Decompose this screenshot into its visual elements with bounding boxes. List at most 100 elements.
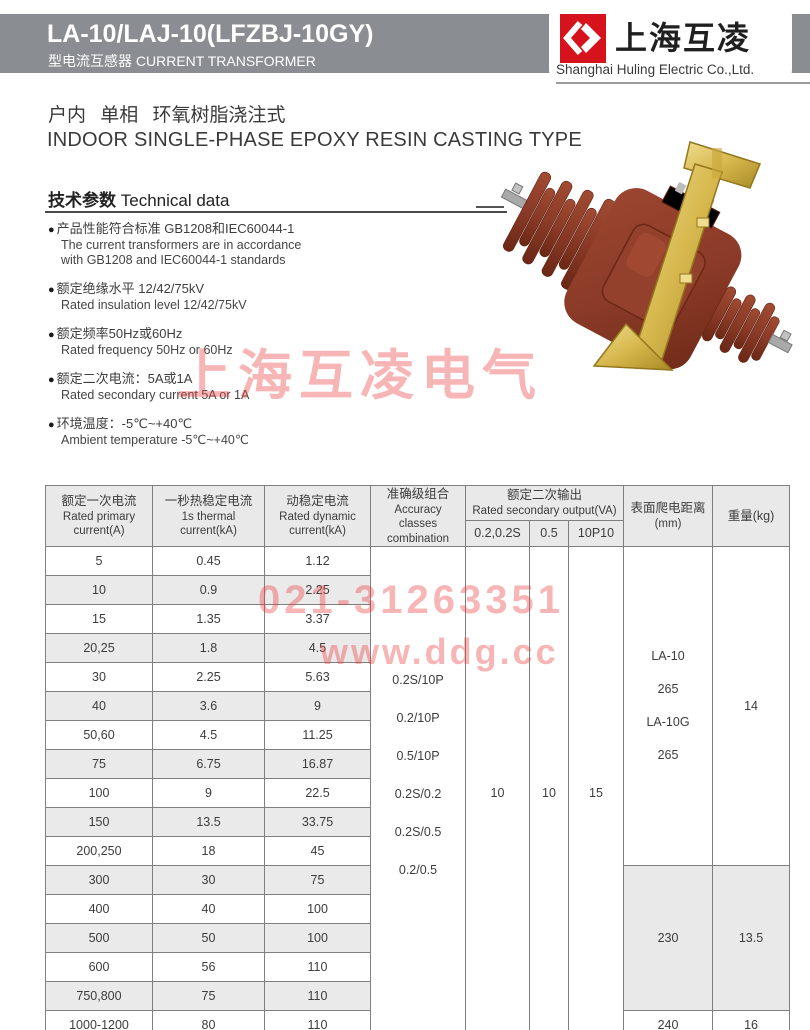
- table-row: 75 6.75 16.87: [45, 749, 790, 779]
- cell-dynamic-current: 9: [264, 691, 371, 721]
- cell-dynamic-current: 100: [264, 894, 371, 924]
- header-divider: [556, 82, 810, 84]
- col-header-weight: 重量(kg): [712, 485, 791, 547]
- company-name: Shanghai Huling Electric Co.,Ltd.: [556, 62, 755, 77]
- cell-thermal-current: 80: [152, 1010, 265, 1030]
- cell-thermal-current: 56: [152, 952, 265, 982]
- cell-dynamic-current: 75: [264, 865, 371, 895]
- spec-bullet-en: Rated insulation level 12/42/75kV: [61, 298, 247, 312]
- company-logo-icon: [560, 14, 606, 63]
- table-row: 750,800 75 110: [45, 981, 790, 1011]
- table-row: 30 2.25 5.63: [45, 662, 790, 692]
- cell-thermal-current: 0.45: [152, 546, 265, 576]
- section-heading-cn: 技术参数: [48, 191, 116, 210]
- table-row: 5 0.45 1.12 0.2S/10P 0.2/10P 0.5/10P 0.2S/0.2 0…: [45, 546, 791, 1030]
- spec-bullet-en: Rated frequency 50Hz or 60Hz: [61, 343, 233, 357]
- cell-dynamic-current: 110: [264, 1010, 371, 1030]
- section-heading-en: Technical data: [120, 191, 230, 210]
- table-row: 1000-1200 80 110 240 16: [45, 1010, 791, 1030]
- logo-plate: 上海互凌 Shanghai Huling Electric Co.,Ltd.: [549, 4, 792, 82]
- cell-creepage-distance: 230: [623, 865, 714, 1011]
- cell-primary-current: 1000-1200: [45, 1010, 153, 1030]
- cell-primary-current: 5: [45, 546, 153, 576]
- col-header-output-0.5: 0.5: [529, 519, 569, 548]
- cell-primary-current: 10: [45, 575, 153, 605]
- page-title: LA-10/LAJ-10(LFZBJ-10GY): [47, 20, 374, 48]
- cell-thermal-current: 6.75: [152, 749, 265, 779]
- cell-primary-current: 50,60: [45, 720, 153, 750]
- col-header-creepage: 表面爬电距离 (mm): [623, 485, 714, 547]
- product-type-cn: 户内 单相 环氧树脂浇注式: [48, 105, 286, 126]
- cell-thermal-current: 18: [152, 836, 265, 866]
- cell-accuracy-classes: 0.2S/10P 0.2/10P 0.5/10P 0.2S/0.2 0.2S/0.5 0.…: [370, 546, 466, 1030]
- page-subtitle: 型电流互感器 CURRENT TRANSFORMER: [48, 53, 316, 69]
- table-row: 200,250 18 45: [45, 836, 790, 866]
- cell-dynamic-current: 22.5: [264, 778, 371, 808]
- section-underline: [45, 211, 507, 213]
- cell-weight: 14: [712, 546, 791, 866]
- cell-primary-current: 600: [45, 952, 153, 982]
- spec-bullet-cn: 额定二次电流：5A或1A: [48, 371, 493, 388]
- cell-creepage-distance: 240: [623, 1010, 714, 1030]
- cell-output-10P10: 15: [567, 546, 625, 1030]
- col-header-output-10P10: 10P10: [567, 519, 625, 548]
- table-row: 15 1.35 3.37: [45, 604, 790, 634]
- spec-bullet-cn: 产品性能符合标准 GB1208和IEC60044-1: [48, 221, 493, 238]
- cell-dynamic-current: 110: [264, 952, 371, 982]
- cell-dynamic-current: 11.25: [264, 720, 371, 750]
- brand-name: 上海互凌: [615, 20, 752, 56]
- cell-primary-current: 40: [45, 691, 153, 721]
- cell-thermal-current: 0.9: [152, 575, 265, 605]
- product-photo: [476, 126, 810, 426]
- cell-thermal-current: 2.25: [152, 662, 265, 692]
- cell-primary-current: 750,800: [45, 981, 153, 1011]
- col-header-thermal-current: 一秒热稳定电流 1s thermal current(kA): [152, 485, 265, 547]
- cell-primary-current: 20,25: [45, 633, 153, 663]
- spec-bullet-cn: 额定频率50Hz或60Hz: [48, 326, 493, 343]
- cell-dynamic-current: 1.12: [264, 546, 371, 576]
- cell-primary-current: 500: [45, 923, 153, 953]
- cell-thermal-current: 1.8: [152, 633, 265, 663]
- cell-primary-current: 15: [45, 604, 153, 634]
- section-heading: 技术参数 Technical data: [48, 186, 229, 211]
- cell-dynamic-current: 33.75: [264, 807, 371, 837]
- cell-thermal-current: 30: [152, 865, 265, 895]
- col-header-accuracy-classes: 准确级组合 Accuracy classes combination: [370, 485, 466, 547]
- cell-weight: 16: [712, 1010, 791, 1030]
- cell-output-0.2,0.2S: 10: [465, 546, 530, 1030]
- table-row: 50,60 4.5 11.25: [45, 720, 790, 750]
- table-row: 600 56 110: [45, 952, 790, 982]
- cell-primary-current: 100: [45, 778, 153, 808]
- cell-primary-current: 150: [45, 807, 153, 837]
- cell-weight: 13.5: [712, 865, 791, 1011]
- technical-data-table: 额定一次电流 Rated primary current(A) 一秒热稳定电流 …: [45, 485, 791, 1030]
- cell-primary-current: 75: [45, 749, 153, 779]
- cell-thermal-current: 40: [152, 894, 265, 924]
- cell-dynamic-current: 45: [264, 836, 371, 866]
- col-header-secondary-output: 额定二次输出 Rated secondary output(VA): [464, 485, 625, 521]
- cell-primary-current: 400: [45, 894, 153, 924]
- cell-dynamic-current: 3.37: [264, 604, 371, 634]
- product-type-en: INDOOR SINGLE-PHASE EPOXY RESIN CASTING …: [47, 129, 582, 151]
- cell-dynamic-current: 100: [264, 923, 371, 953]
- spec-bullet-en: Rated secondary current 5A or 1A: [61, 388, 250, 402]
- col-header-output-0.2-0.2S: 0.2,0.2S: [465, 519, 530, 548]
- cell-thermal-current: 50: [152, 923, 265, 953]
- cell-dynamic-current: 16.87: [264, 749, 371, 779]
- spec-bullet-cn: 环境温度：-5℃~+40℃: [48, 416, 493, 433]
- col-header-dynamic-current: 动稳定电流 Rated dynamic current(kA): [264, 485, 371, 547]
- cell-dynamic-current: 4.5: [264, 633, 371, 663]
- table-row: 10 0.9 2.25: [45, 575, 790, 605]
- table-row: 20,25 1.8 4.5: [45, 633, 790, 663]
- cell-output-0.5: 10: [529, 546, 569, 1030]
- cell-primary-current: 200,250: [45, 836, 153, 866]
- cell-thermal-current: 13.5: [152, 807, 265, 837]
- table-row: 300 30 75 230 13.5: [45, 865, 791, 1011]
